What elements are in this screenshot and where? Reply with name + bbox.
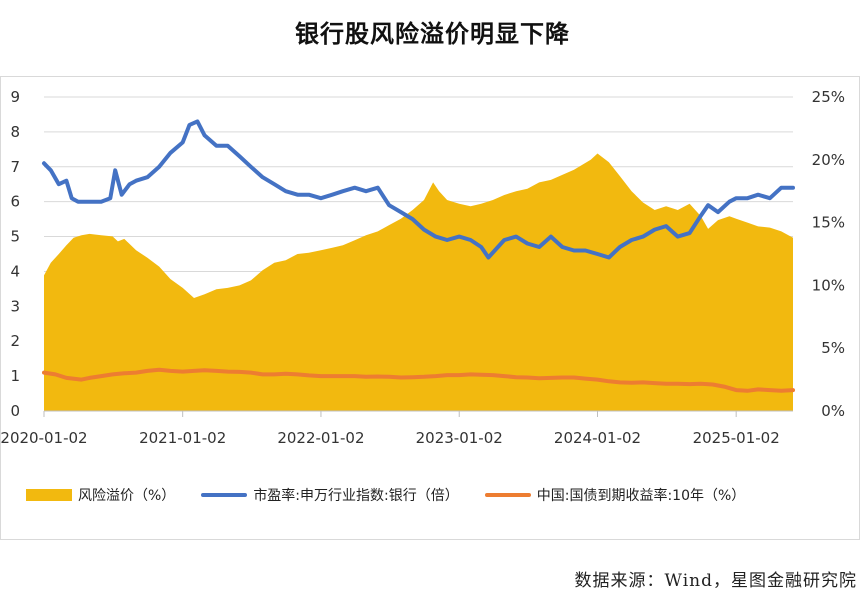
y-left-tick-label: 0 <box>10 402 20 420</box>
source-note: 数据来源：Wind，星图金融研究院 <box>574 571 857 591</box>
legend-item-bond-yield: 中国:国债到期收益率:10年（%） <box>484 485 746 505</box>
y-right-tick-label: 25% <box>812 88 845 106</box>
legend-label: 市盈率:申万行业指数:银行（倍） <box>253 488 459 504</box>
y-right-tick-label: 0% <box>821 402 845 420</box>
y-left-tick-label: 1 <box>10 367 20 385</box>
y-left-tick-label: 5 <box>10 228 20 246</box>
pe-ratio-swatch <box>201 493 248 497</box>
x-tick-label: 2022-01-02 <box>277 429 364 447</box>
x-tick-label: 2024-01-02 <box>554 429 641 447</box>
risk-premium-swatch <box>26 489 72 501</box>
legend-label: 中国:国债到期收益率:10年（%） <box>536 488 746 504</box>
chart-frame <box>0 76 860 540</box>
y-left-tick-label: 8 <box>10 123 20 141</box>
y-right-tick-label: 5% <box>821 339 845 357</box>
chart-plot: 0 1 2 3 4 5 6 7 8 9 0% 5% 10% 15% 20% 25% 2020-01-02 2021… <box>0 88 845 447</box>
legend-item-pe-ratio: 市盈率:申万行业指数:银行（倍） <box>201 485 459 505</box>
y-left-tick-label: 6 <box>10 193 20 211</box>
y-left-tick-label: 9 <box>10 88 20 106</box>
x-tick-label: 2025-01-02 <box>693 429 780 447</box>
y-right-tick-label: 15% <box>812 214 845 232</box>
y-left-tick-label: 4 <box>10 262 20 280</box>
x-tick-label: 2020-01-02 <box>0 429 87 447</box>
bond-yield-line <box>42 367 795 393</box>
y-left-tick-label: 7 <box>10 158 20 176</box>
legend-label: 风险溢价（%） <box>78 488 176 504</box>
legend: 风险溢价（%） 市盈率:申万行业指数:银行（倍） 中国:国债到期收益率:10年（… <box>26 484 856 506</box>
risk-premium-area <box>44 153 793 411</box>
chart-title: 银行股风险溢价明显下降 <box>295 19 570 48</box>
legend-item-risk-premium: 风险溢价（%） <box>26 485 175 505</box>
pe-ratio-line <box>42 119 795 260</box>
x-tick-label: 2021-01-02 <box>139 429 226 447</box>
y-right-tick-label: 10% <box>812 276 845 294</box>
y-left-tick-label: 2 <box>10 332 20 350</box>
y-left-tick-label: 3 <box>10 297 20 315</box>
bond-yield-swatch <box>484 493 531 497</box>
y-right-tick-label: 20% <box>812 151 845 169</box>
x-tick-label: 2023-01-02 <box>416 429 503 447</box>
